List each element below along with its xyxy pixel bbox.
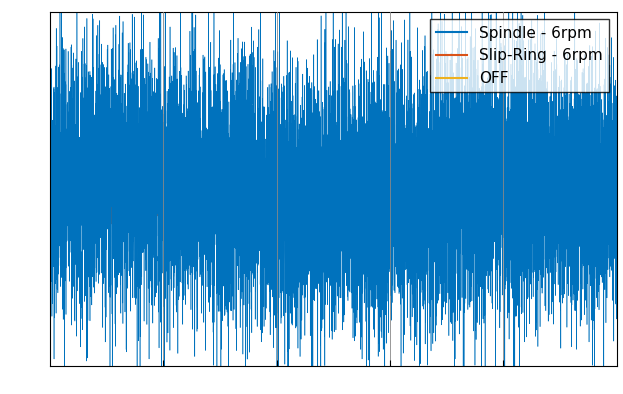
- OFF: [94, 156, 102, 160]
- Slip-Ring - 6rpm: [70, 187, 77, 191]
- Legend: Spindle - 6rpm, Slip-Ring - 6rpm, OFF: Spindle - 6rpm, Slip-Ring - 6rpm, OFF: [430, 19, 609, 92]
- Slip-Ring - 6rpm: [157, 186, 164, 191]
- Spindle - 6rpm: [49, 233, 56, 238]
- OFF: [46, 188, 54, 193]
- OFF: [80, 188, 87, 193]
- OFF: [70, 202, 77, 207]
- Slip-Ring - 6rpm: [80, 183, 87, 188]
- Slip-Ring - 6rpm: [46, 195, 54, 199]
- Spindle - 6rpm: [583, 157, 591, 162]
- Slip-Ring - 6rpm: [323, 253, 331, 257]
- Slip-Ring - 6rpm: [613, 206, 621, 211]
- Line: Spindle - 6rpm: Spindle - 6rpm: [50, 0, 617, 394]
- Spindle - 6rpm: [46, 154, 54, 159]
- Spindle - 6rpm: [80, 212, 87, 217]
- Spindle - 6rpm: [323, 151, 331, 156]
- Slip-Ring - 6rpm: [323, 193, 331, 198]
- OFF: [613, 192, 621, 197]
- Slip-Ring - 6rpm: [457, 126, 465, 131]
- OFF: [323, 171, 331, 176]
- OFF: [157, 204, 164, 209]
- Spindle - 6rpm: [70, 163, 77, 167]
- Line: Slip-Ring - 6rpm: Slip-Ring - 6rpm: [50, 128, 617, 255]
- Spindle - 6rpm: [157, 185, 164, 190]
- Slip-Ring - 6rpm: [49, 185, 56, 190]
- OFF: [583, 180, 591, 185]
- Slip-Ring - 6rpm: [583, 188, 591, 193]
- Spindle - 6rpm: [613, 145, 621, 150]
- Line: OFF: OFF: [50, 158, 617, 224]
- OFF: [49, 182, 56, 187]
- OFF: [428, 222, 435, 227]
